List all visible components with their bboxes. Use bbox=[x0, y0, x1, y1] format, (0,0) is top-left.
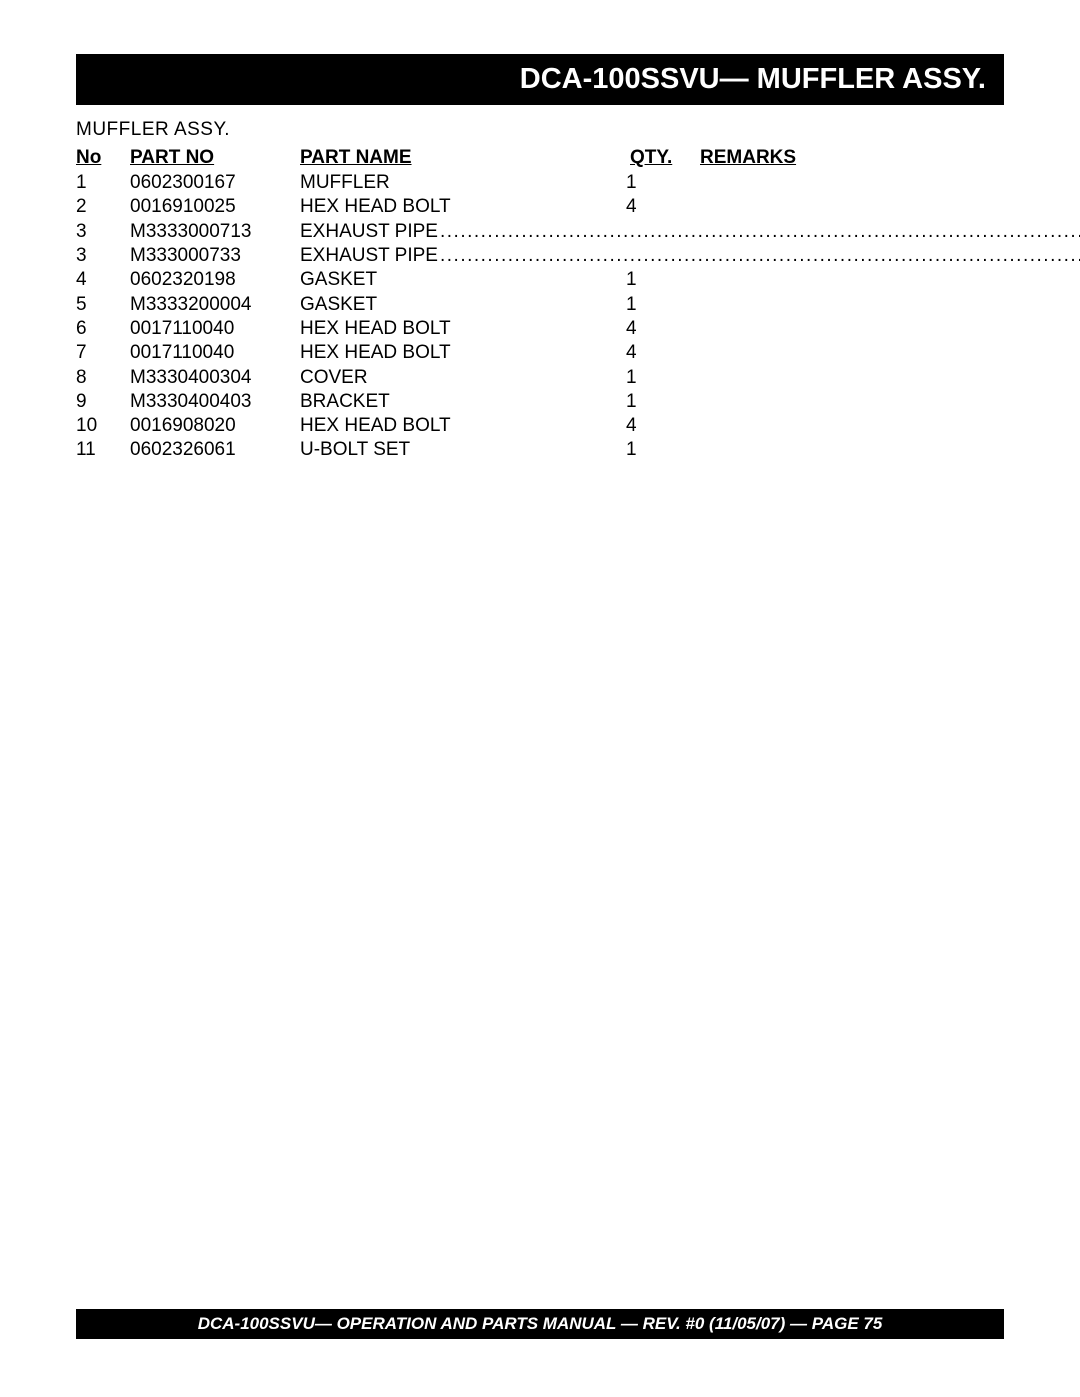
cell-partname: EXHAUST PIPE bbox=[300, 244, 438, 268]
cell-partno: 0602326061 bbox=[130, 438, 300, 462]
cell-partname: HEX HEAD BOLT bbox=[300, 415, 451, 436]
cell-no: 7 bbox=[76, 341, 130, 365]
cell-no: 5 bbox=[76, 293, 130, 317]
cell-rest: HEX HEAD BOLT 4 bbox=[300, 414, 1004, 438]
col-header-no: No bbox=[76, 147, 130, 169]
cell-partno: 0602320198 bbox=[130, 268, 300, 292]
col-header-remarks: REMARKS bbox=[700, 147, 1004, 169]
cell-no: 6 bbox=[76, 317, 130, 341]
table-row: 8M3330400304COVER 1 bbox=[76, 366, 1004, 390]
cell-partno: M3333200004 bbox=[130, 293, 300, 317]
cell-partname: U-BOLT SET bbox=[300, 439, 410, 460]
cell-partname: EXHAUST PIPE bbox=[300, 220, 438, 244]
cell-partname: BRACKET bbox=[300, 391, 390, 412]
table-header-row: No PART NO PART NAME QTY. REMARKS bbox=[76, 147, 1004, 169]
cell-partno: M3330400304 bbox=[130, 366, 300, 390]
cell-rest: HEX HEAD BOLT 4 bbox=[300, 317, 1004, 341]
table-row: 40602320198GASKET 1 bbox=[76, 268, 1004, 292]
cell-no: 9 bbox=[76, 390, 130, 414]
cell-partname: HEX HEAD BOLT bbox=[300, 342, 451, 363]
cell-qty: 1 bbox=[626, 390, 637, 414]
cell-qty: 1 bbox=[626, 366, 637, 390]
cell-qty: 4 bbox=[626, 195, 637, 219]
table-row: 70017110040HEX HEAD BOLT 4 bbox=[76, 341, 1004, 365]
col-header-partname: PART NAME bbox=[300, 147, 630, 169]
table-row: 60017110040HEX HEAD BOLT 4 bbox=[76, 317, 1004, 341]
col-header-partno: PART NO bbox=[130, 147, 300, 169]
cell-rest: U-BOLT SET 1 bbox=[300, 438, 1004, 462]
cell-partname: GASKET bbox=[300, 269, 377, 290]
cell-rest: GASKET 1 bbox=[300, 268, 1004, 292]
leader-dots: ........................................… bbox=[438, 220, 1080, 244]
cell-qty: 4 bbox=[626, 317, 637, 341]
leader-dots: ........................................… bbox=[438, 244, 1080, 268]
cell-partno: 0602300167 bbox=[130, 171, 300, 195]
page-title-bar: DCA-100SSVU— MUFFLER ASSY. bbox=[76, 54, 1004, 105]
cell-no: 2 bbox=[76, 195, 130, 219]
cell-rest: EXHAUST PIPE ...........................… bbox=[300, 244, 1080, 268]
cell-partname: HEX HEAD BOLT bbox=[300, 196, 451, 217]
cell-partname: MUFFLER bbox=[300, 172, 390, 193]
section-subtitle: MUFFLER ASSY. bbox=[76, 119, 1004, 141]
cell-rest: MUFFLER 1 bbox=[300, 171, 1004, 195]
cell-no: 4 bbox=[76, 268, 130, 292]
cell-rest: GASKET 1 bbox=[300, 293, 1004, 317]
table-row: 100016908020HEX HEAD BOLT 4 bbox=[76, 414, 1004, 438]
cell-partno: 0017110040 bbox=[130, 341, 300, 365]
cell-qty: 1 bbox=[626, 438, 637, 462]
cell-no: 10 bbox=[76, 414, 130, 438]
cell-no: 1 bbox=[76, 171, 130, 195]
cell-qty: 1 bbox=[626, 171, 637, 195]
cell-partname: COVER bbox=[300, 367, 368, 388]
cell-partname: GASKET bbox=[300, 294, 377, 315]
cell-partno: 0016910025 bbox=[130, 195, 300, 219]
cell-partno: M3330400403 bbox=[130, 390, 300, 414]
page-title: DCA-100SSVU— MUFFLER ASSY. bbox=[520, 63, 986, 95]
cell-partno: M333000733 bbox=[130, 244, 300, 268]
page-footer: DCA-100SSVU— OPERATION AND PARTS MANUAL … bbox=[198, 1314, 883, 1333]
cell-partno: 0016908020 bbox=[130, 414, 300, 438]
cell-rest: BRACKET 1 bbox=[300, 390, 1004, 414]
cell-no: 3 bbox=[76, 244, 130, 268]
table-row: 110602326061U-BOLT SET 1 bbox=[76, 438, 1004, 462]
cell-qty: 4 bbox=[626, 414, 637, 438]
cell-rest: EXHAUST PIPE ...........................… bbox=[300, 220, 1080, 244]
table-row: 3M333000733EXHAUST PIPE ................… bbox=[76, 244, 1004, 268]
cell-no: 11 bbox=[76, 438, 130, 462]
cell-no: 3 bbox=[76, 220, 130, 244]
cell-qty: 1 bbox=[626, 268, 637, 292]
cell-qty: 1 bbox=[626, 293, 637, 317]
table-row: 20016910025HEX HEAD BOLT 4 bbox=[76, 195, 1004, 219]
cell-partno: 0017110040 bbox=[130, 317, 300, 341]
cell-rest: COVER 1 bbox=[300, 366, 1004, 390]
table-row: 10602300167MUFFLER1 bbox=[76, 171, 1004, 195]
page-footer-bar: DCA-100SSVU— OPERATION AND PARTS MANUAL … bbox=[76, 1309, 1004, 1339]
cell-partname: HEX HEAD BOLT bbox=[300, 318, 451, 339]
cell-no: 8 bbox=[76, 366, 130, 390]
parts-table: No PART NO PART NAME QTY. REMARKS 106023… bbox=[76, 147, 1004, 463]
cell-rest: HEX HEAD BOLT 4 bbox=[300, 341, 1004, 365]
cell-rest: HEX HEAD BOLT 4 bbox=[300, 195, 1004, 219]
cell-partno: M3333000713 bbox=[130, 220, 300, 244]
table-row: 9M3330400403BRACKET 1 bbox=[76, 390, 1004, 414]
col-header-qty: QTY. bbox=[630, 147, 700, 169]
table-row: 3M3333000713EXHAUST PIPE ...............… bbox=[76, 220, 1004, 244]
cell-qty: 4 bbox=[626, 341, 637, 365]
table-row: 5M3333200004GASKET 1 bbox=[76, 293, 1004, 317]
